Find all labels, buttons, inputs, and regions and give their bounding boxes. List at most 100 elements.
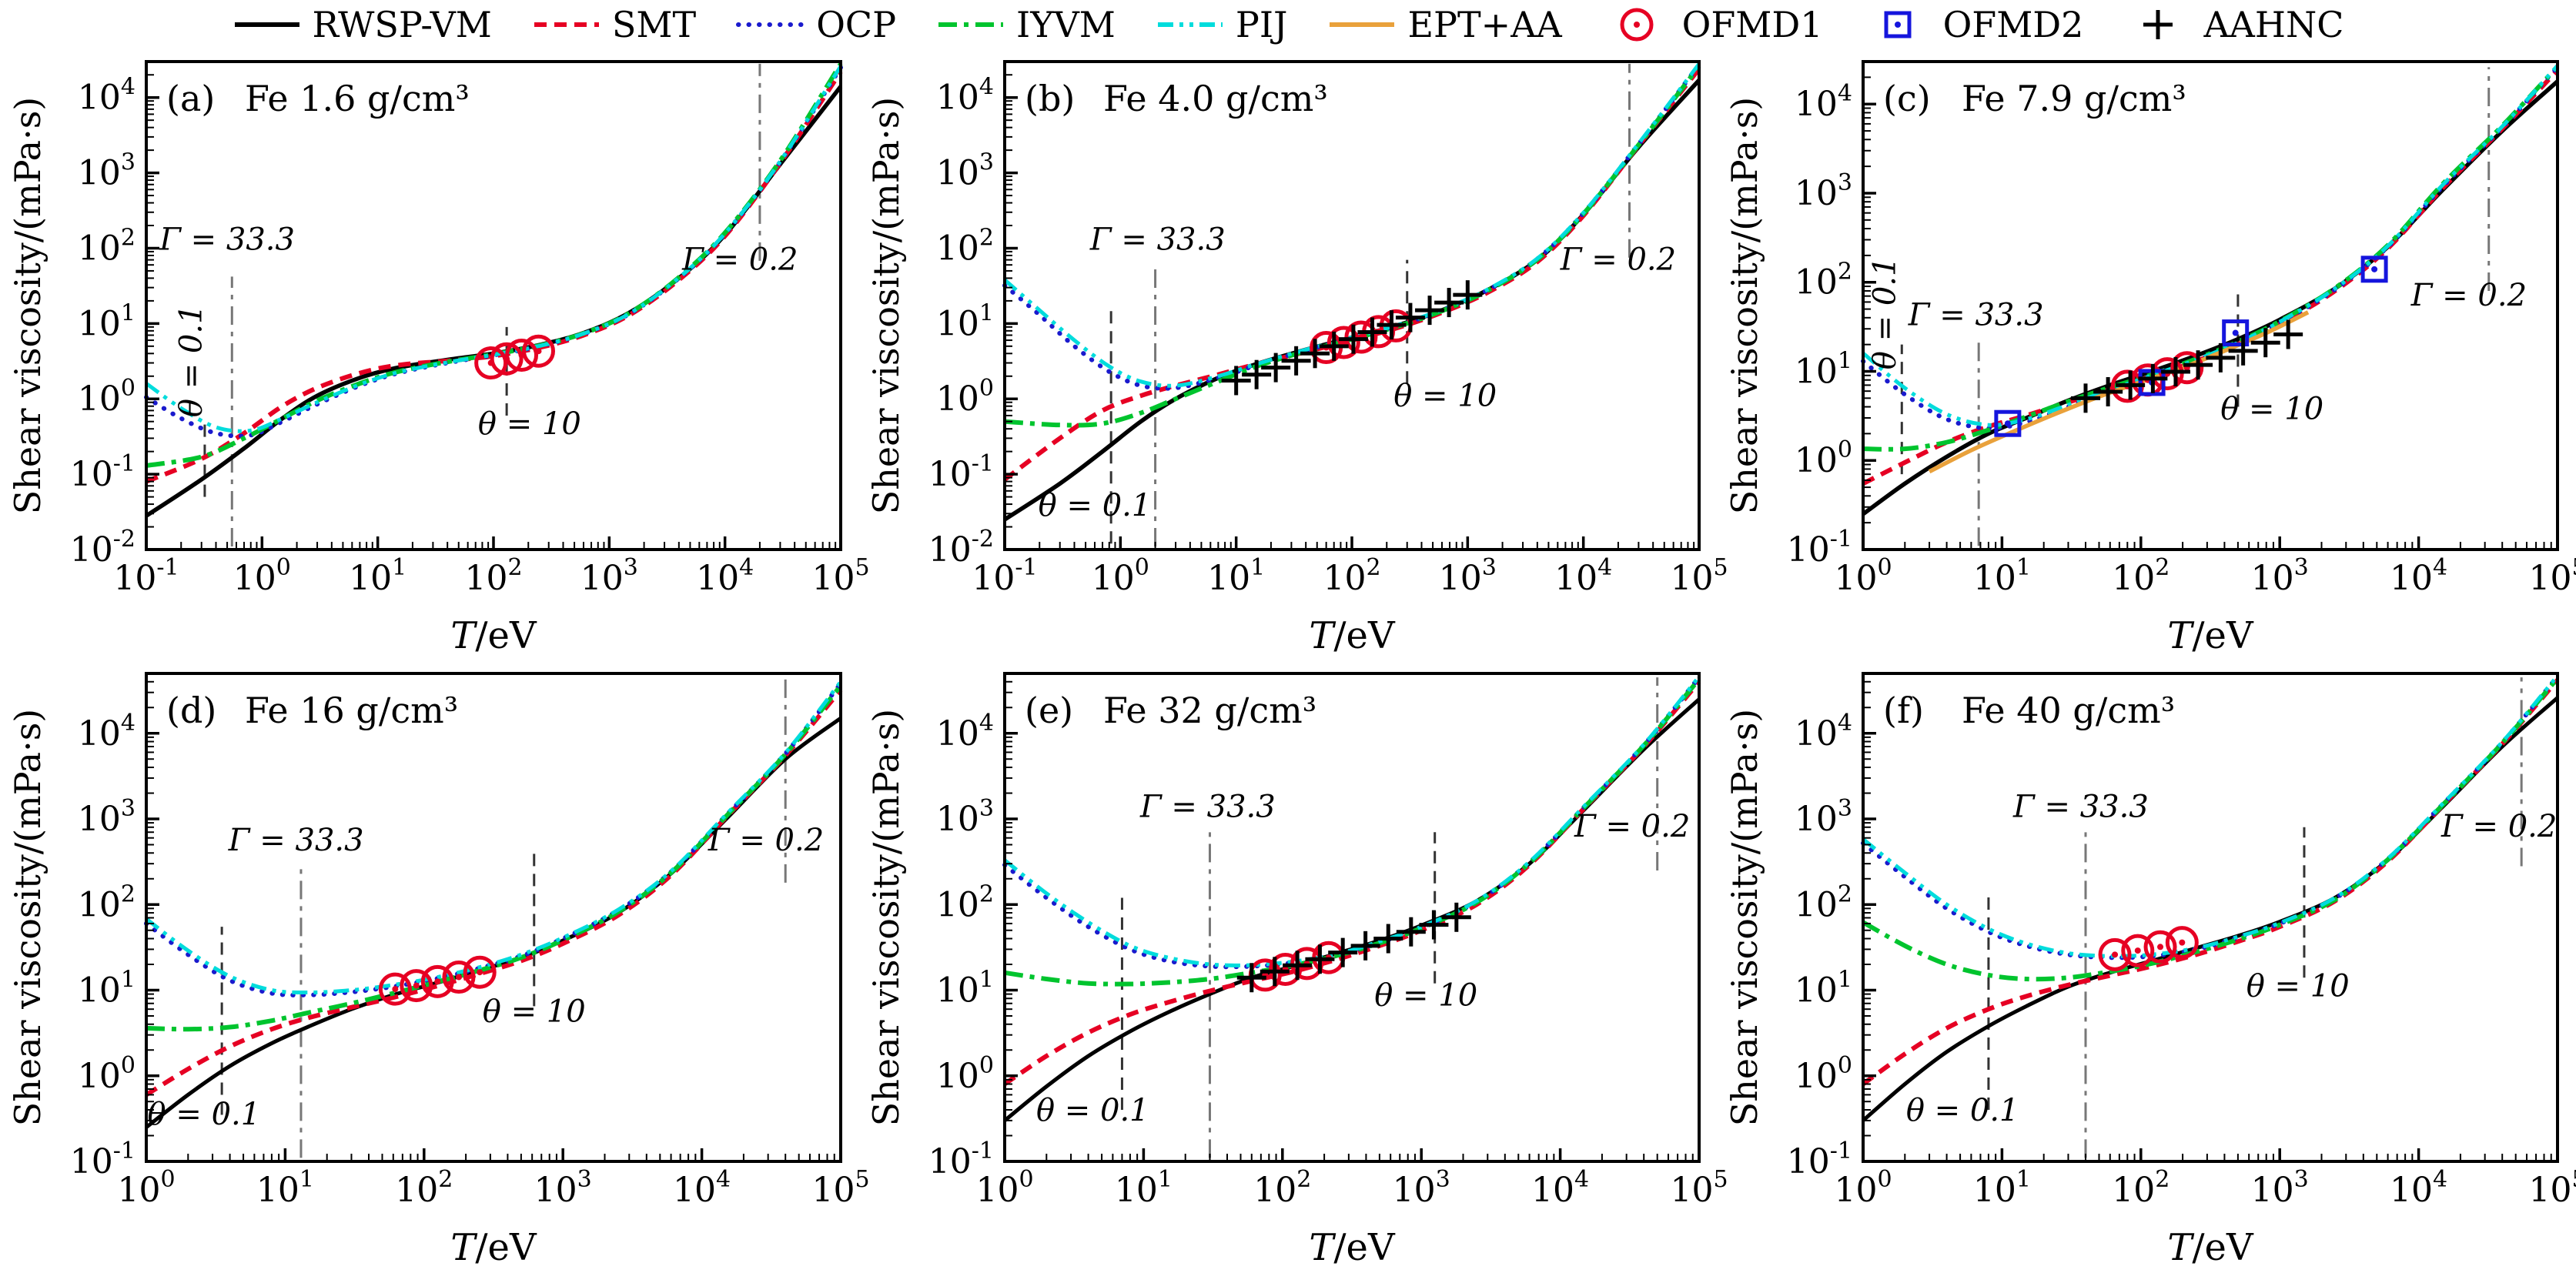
annotation-gamma: Γ = 0.2 bbox=[1560, 242, 1676, 277]
x-tick-label: 100 bbox=[1834, 554, 1892, 598]
y-axis-title: Shear viscosity/(mPa·s) bbox=[865, 709, 907, 1127]
y-tick-label: 10-1 bbox=[70, 450, 135, 494]
annotation-gamma: Γ = 0.2 bbox=[1574, 809, 1690, 844]
x-tick-label: 102 bbox=[464, 554, 522, 598]
y-tick-label: 104 bbox=[1795, 80, 1852, 124]
y-tick-label: 103 bbox=[1795, 795, 1852, 839]
panel-label: (c) bbox=[1883, 78, 1931, 119]
annotation-theta: θ = 10 bbox=[2220, 392, 2323, 427]
x-tick-label: 10-1 bbox=[972, 554, 1037, 598]
y-tick-label: 100 bbox=[936, 375, 994, 419]
plot-frame bbox=[1862, 60, 2559, 551]
annotation-theta: θ = 0.1 bbox=[1868, 257, 1903, 370]
legend-item-SMT: SMT bbox=[532, 4, 696, 45]
curve-RWSP-VM bbox=[1003, 697, 1701, 1122]
y-tick-label: 10-2 bbox=[928, 526, 994, 570]
plot-frame bbox=[1003, 672, 1701, 1163]
y-tick-label: 104 bbox=[936, 710, 994, 753]
x-tick-label: 104 bbox=[1531, 1166, 1589, 1210]
legend-item-EPT+AA: EPT+AA bbox=[1327, 4, 1562, 45]
y-tick-label: 100 bbox=[78, 375, 135, 419]
y-tick-label: 101 bbox=[936, 299, 994, 343]
x-tick-label: 101 bbox=[1115, 1166, 1173, 1210]
curve-IYVM bbox=[1862, 65, 2560, 452]
legend-label-OFMD1: OFMD1 bbox=[1681, 4, 1823, 45]
curve-RWSP-VM bbox=[1003, 79, 1701, 522]
y-tick-label: 100 bbox=[936, 1052, 994, 1096]
legend-label-RWSP-VM: RWSP-VM bbox=[312, 4, 492, 45]
points-OFMD1 bbox=[2098, 926, 2199, 971]
annotation-gamma: Γ = 0.2 bbox=[2441, 809, 2557, 844]
y-tick-label: 103 bbox=[936, 795, 994, 839]
curve-PIJ bbox=[1862, 64, 2559, 427]
annotation-gamma: Γ = 33.3 bbox=[2012, 790, 2149, 825]
y-tick-label: 102 bbox=[936, 224, 994, 268]
y-tick-label: 104 bbox=[1795, 710, 1852, 753]
x-axis-title: T/eV bbox=[1309, 614, 1396, 657]
legend-plus-icon bbox=[2143, 10, 2173, 39]
x-tick-label: 104 bbox=[2390, 1166, 2447, 1210]
curve-RWSP-VM bbox=[1862, 696, 2559, 1122]
x-tick-label: 104 bbox=[2390, 554, 2447, 598]
x-tick-label: 101 bbox=[1207, 554, 1265, 598]
y-tick-label: 100 bbox=[1795, 1052, 1852, 1096]
panel-e: 100 101 102 103 104 105 10-1 100 101 102 103 104 Γ =… bbox=[858, 661, 1728, 1273]
legend-sample-PIJ-line bbox=[1157, 22, 1223, 27]
annotation-theta: θ = 10 bbox=[1374, 978, 1477, 1014]
y-tick-label: 101 bbox=[78, 299, 135, 343]
y-tick-label: 10-1 bbox=[70, 1138, 135, 1181]
panel-label: (f) bbox=[1883, 690, 1924, 731]
legend-sample-OFMD2-marker bbox=[1884, 11, 1912, 38]
x-tick-label: 102 bbox=[1253, 1166, 1311, 1210]
annotation-theta: θ = 0.1 bbox=[174, 304, 209, 417]
annotation-gamma: Γ = 33.3 bbox=[1139, 790, 1276, 825]
curve-IYVM bbox=[146, 62, 843, 468]
points-OFMD1 bbox=[474, 334, 556, 380]
points-OFMD2 bbox=[1994, 256, 2388, 437]
legend-sample-AAHNC-marker bbox=[2143, 10, 2173, 39]
x-axis-title: T/eV bbox=[450, 1226, 537, 1269]
plot-frame bbox=[145, 672, 842, 1163]
x-tick-label: 103 bbox=[2251, 1166, 2309, 1210]
curve-RWSP-VM bbox=[145, 717, 842, 1129]
y-tick-label: 102 bbox=[78, 224, 135, 268]
curve-SMT bbox=[1862, 678, 2560, 1086]
y-tick-label: 104 bbox=[78, 710, 135, 753]
annotation-theta: θ = 10 bbox=[1393, 379, 1497, 414]
x-axis: 10-1 100 101 102 103 104 105 bbox=[972, 536, 1728, 598]
x-tick-label: 101 bbox=[256, 1166, 314, 1210]
legend-label-OFMD2: OFMD2 bbox=[1942, 4, 2084, 45]
y-tick-label: 101 bbox=[1795, 347, 1852, 391]
points-OFMD1 bbox=[378, 955, 497, 1006]
y-tick-label: 104 bbox=[78, 74, 135, 118]
annotation-gamma: Γ = 33.3 bbox=[1089, 222, 1226, 258]
x-tick-label: 104 bbox=[673, 1166, 731, 1210]
panel-a: 10-1 100 101 102 103 104 105 10-2 10-1 100 101 102 1… bbox=[0, 49, 870, 661]
legend-sample-OCP-line bbox=[736, 22, 806, 27]
plot-frame bbox=[145, 60, 842, 551]
legend-label-OCP: OCP bbox=[816, 4, 897, 45]
x-tick-label: 10-1 bbox=[113, 554, 179, 598]
x-tick-label: 103 bbox=[534, 1166, 592, 1210]
y-axis-title: Shear viscosity/(mPa·s) bbox=[7, 97, 49, 515]
plot-a: 10-1 100 101 102 103 104 10510-210-11001011021… bbox=[7, 60, 870, 657]
y-tick-label: 101 bbox=[1795, 967, 1852, 1011]
annotation-theta: θ = 0.1 bbox=[1036, 1093, 1149, 1128]
x-tick-label: 104 bbox=[1554, 554, 1612, 598]
x-axis-title: T/eV bbox=[2167, 1226, 2254, 1269]
y-tick-label: 102 bbox=[1795, 880, 1852, 924]
x-tick-label: 105 bbox=[2528, 1166, 2576, 1210]
y-axis-title: Shear viscosity/(mPa·s) bbox=[1724, 709, 1765, 1127]
legend-label-EPT+AA: EPT+AA bbox=[1407, 4, 1562, 45]
annotation-theta: θ = 10 bbox=[483, 994, 586, 1029]
curve-SMT bbox=[145, 688, 843, 1097]
curve-SMT bbox=[1003, 680, 1701, 1087]
